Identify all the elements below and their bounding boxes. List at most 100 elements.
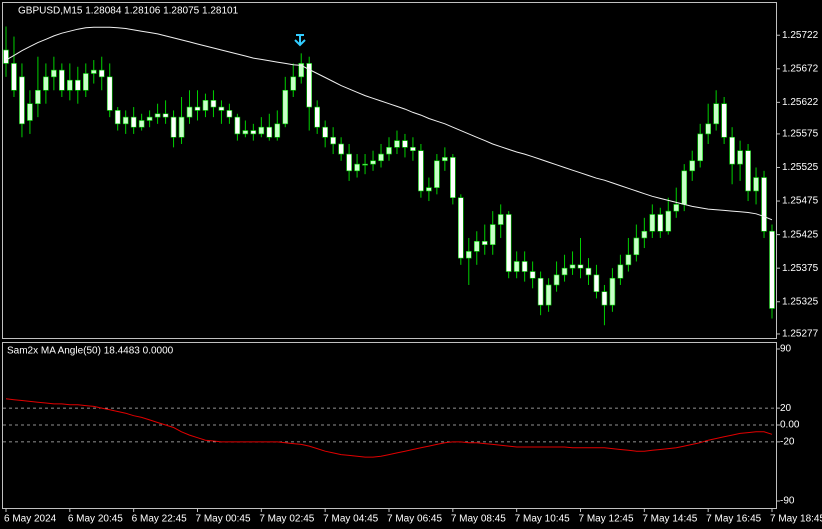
candle-body	[617, 264, 624, 279]
candle-body	[266, 126, 273, 138]
y-tick-label: 1.25375	[782, 263, 819, 274]
x-tick-label: 7 May 12:45	[579, 514, 634, 525]
indicator-title: Sam2x MA Angle(50) 18.4483 0.0000	[7, 346, 174, 357]
candle-body	[75, 79, 81, 91]
candle-body	[290, 76, 297, 91]
candle-body	[242, 130, 249, 135]
x-tick-label: 7 May 00:45	[195, 514, 250, 525]
candle-body	[729, 136, 735, 165]
candle-body	[761, 177, 767, 232]
candle-body	[434, 160, 440, 188]
y-tick-label: -90	[780, 496, 795, 507]
candle-body	[497, 214, 504, 225]
candle-body	[370, 160, 376, 165]
candle-body	[473, 241, 480, 252]
candle-body	[386, 147, 392, 155]
candle-body	[745, 150, 751, 192]
candle-body	[162, 113, 169, 118]
candle-body	[130, 116, 137, 128]
candle-body	[721, 103, 727, 138]
candle-body	[218, 106, 225, 111]
y-tick-label: 1.25475	[782, 196, 819, 207]
candle-body	[19, 76, 25, 125]
candle-body	[394, 140, 400, 148]
candle-body	[649, 214, 656, 232]
candle-body	[753, 177, 759, 192]
candle-body	[521, 261, 528, 272]
x-tick-label: 6 May 22:45	[132, 514, 187, 525]
candle-body	[625, 254, 632, 266]
candle-body	[226, 110, 233, 118]
candle-body	[210, 100, 217, 108]
candle-body	[27, 103, 33, 121]
candle-body	[178, 116, 185, 138]
candle-body	[450, 157, 456, 198]
candle-body	[146, 116, 153, 121]
candle-body	[194, 106, 201, 111]
candle-body	[378, 153, 384, 162]
candle-body	[665, 210, 672, 232]
candle-body	[505, 214, 512, 272]
candle-body	[697, 133, 703, 162]
candle-body	[489, 224, 496, 245]
candle-body	[569, 264, 576, 269]
candle-body	[426, 187, 432, 192]
candle-body	[154, 113, 161, 118]
price-pane	[2, 2, 777, 339]
candle-body	[138, 120, 145, 128]
y-tick-label: 1.25622	[782, 97, 819, 108]
candle-body	[641, 230, 648, 239]
candle-body	[705, 123, 711, 135]
y-tick-label: 1.25525	[782, 162, 819, 173]
candle-body	[657, 214, 664, 232]
x-tick-label: 7 May 02:45	[259, 514, 314, 525]
candle-body	[561, 267, 568, 276]
candle-body	[713, 103, 719, 125]
candle-body	[106, 76, 113, 111]
candle-body	[314, 106, 320, 128]
candle-body	[513, 261, 520, 272]
candle-body	[529, 271, 536, 279]
candle-body	[330, 136, 336, 145]
candle-body	[258, 126, 265, 135]
candle-body	[282, 89, 289, 125]
signal-arrow	[294, 34, 306, 47]
x-tick-label: 7 May 14:45	[642, 514, 697, 525]
candle-body	[274, 123, 281, 138]
candle-body	[234, 116, 241, 135]
candle-body	[35, 89, 41, 105]
candle-body	[114, 110, 121, 125]
y-tick-label: 1.25672	[782, 63, 819, 74]
candle-body	[410, 147, 416, 151]
candle-body	[553, 274, 560, 286]
candle-body	[769, 230, 775, 309]
candle-body	[11, 63, 17, 91]
candle-body	[545, 284, 552, 306]
candle-body	[202, 100, 209, 111]
y-tick-label: 20	[780, 403, 792, 414]
candle-body	[338, 143, 344, 155]
chart-title: GBPUSD,M15 1.28084 1.28106 1.28075 1.281…	[18, 6, 239, 17]
candle-body	[362, 163, 368, 166]
candle-body	[186, 106, 193, 118]
candle-body	[537, 277, 544, 306]
candle-body	[43, 76, 49, 91]
y-tick-label: 1.25277	[782, 329, 819, 340]
candle-body	[577, 264, 584, 269]
candle-body	[601, 291, 608, 306]
candle-body	[442, 157, 448, 162]
y-tick-label: 90	[780, 344, 792, 355]
candle-body	[59, 69, 65, 91]
candle-body	[306, 63, 313, 108]
candle-body	[402, 140, 408, 148]
x-tick-label: 7 May 18:45	[770, 514, 822, 525]
y-tick-label: 1.25325	[782, 296, 819, 307]
candle-body	[458, 197, 464, 259]
x-tick-label: 7 May 16:45	[706, 514, 761, 525]
candle-body	[465, 251, 472, 259]
candle-body	[82, 73, 89, 91]
x-tick-label: 7 May 06:45	[387, 514, 442, 525]
candle-body	[609, 277, 616, 306]
